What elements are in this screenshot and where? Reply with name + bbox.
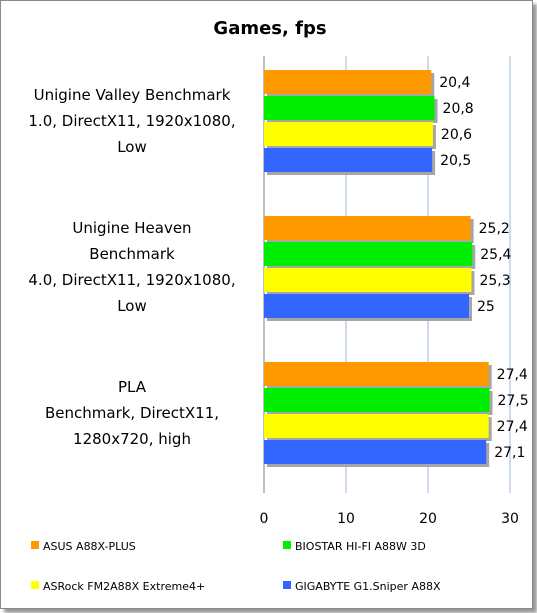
category-label: Low — [117, 138, 147, 156]
data-label: 25 — [477, 299, 495, 315]
bar — [264, 70, 432, 94]
category-label: 1.0, DirectX11, 1920x1080, — [28, 112, 235, 130]
category-label: Benchmark, DirectX11, — [45, 404, 219, 422]
chart-title: Games, fps — [213, 18, 326, 39]
legend: ASUS A88X-PLUS BIOSTAR HI-FI A88W 3D ASRoc… — [31, 540, 441, 593]
category-label: Unigine Heaven — [72, 219, 191, 237]
bar — [264, 216, 471, 240]
data-label: 25,2 — [479, 221, 510, 237]
bar — [264, 440, 487, 464]
category-label: Unigine Valley Benchmark — [34, 86, 231, 104]
data-label: 25,3 — [479, 273, 510, 289]
bar — [264, 96, 435, 120]
bar — [264, 242, 473, 266]
bar — [264, 388, 490, 412]
legend-swatch — [283, 541, 291, 549]
legend-label: ASRock FM2A88X Extreme4+ — [43, 580, 205, 593]
category-label: 1280x720, high — [73, 430, 191, 448]
data-label: 20,4 — [439, 75, 470, 91]
x-axis-ticks: 0 10 20 30 — [260, 511, 519, 527]
data-label: 27,5 — [498, 393, 529, 409]
bars — [264, 70, 493, 467]
data-label: 27,4 — [497, 419, 528, 435]
x-tick-label: 20 — [419, 511, 437, 527]
bar — [264, 122, 433, 146]
legend-label: ASUS A88X-PLUS — [43, 540, 136, 553]
category-label: Low — [117, 297, 147, 315]
bar — [264, 148, 433, 172]
bar — [264, 268, 472, 292]
data-labels: 20,4 25,2 27,4 20,8 25,4 27,5 20,6 25,3 27,4 20,5… — [439, 75, 528, 461]
legend-label: GIGABYTE G1.Sniper A88X — [295, 580, 441, 593]
data-label: 25,4 — [480, 247, 511, 263]
bar — [264, 414, 489, 438]
legend-swatch — [31, 541, 39, 549]
x-tick-label: 10 — [337, 511, 355, 527]
category-labels: Unigine Valley Benchmark 1.0, DirectX11, … — [28, 86, 235, 448]
bar — [264, 362, 489, 386]
data-label: 20,6 — [441, 127, 472, 143]
x-tick-label: 0 — [260, 511, 269, 527]
data-label: 20,5 — [440, 153, 471, 169]
category-label: Benchmark — [89, 245, 175, 263]
legend-label: BIOSTAR HI-FI A88W 3D — [295, 540, 426, 553]
data-label: 20,8 — [443, 101, 474, 117]
data-label: 27,4 — [497, 367, 528, 383]
bar — [264, 294, 469, 318]
legend-swatch — [283, 581, 291, 589]
legend-swatch — [31, 581, 39, 589]
x-tick-label: 30 — [501, 511, 519, 527]
category-label: 4.0, DirectX11, 1920x1080, — [28, 271, 235, 289]
category-label: PLA — [118, 378, 147, 396]
data-label: 27,1 — [494, 445, 525, 461]
